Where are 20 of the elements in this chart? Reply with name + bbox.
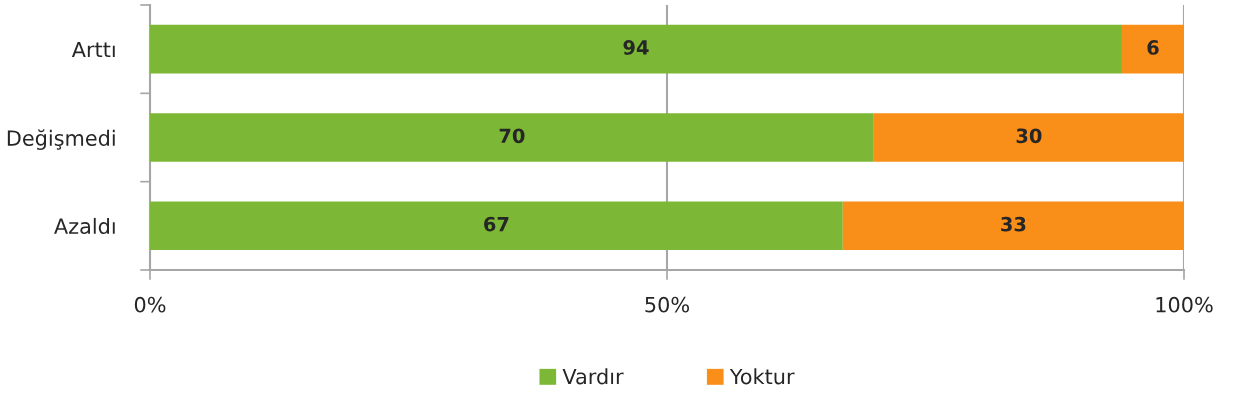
y-tick-label: Azaldı: [54, 217, 115, 235]
data-label: 33: [1001, 216, 1026, 232]
bar: [1121, 24, 1184, 74]
bar: [873, 113, 1184, 162]
x-tick-label: 100%: [1156, 296, 1213, 313]
legend-label: Vardır: [562, 368, 624, 385]
data-label: 30: [1016, 128, 1042, 144]
x-tick-label: 50%: [645, 296, 689, 313]
data-label: 94: [623, 40, 649, 55]
y-tick-label: Değişmedi: [7, 129, 115, 151]
bar: [842, 201, 1184, 251]
data-label: 67: [484, 216, 509, 232]
bar: [150, 113, 874, 162]
bar: [150, 24, 1122, 74]
x-tick-label: 0%: [134, 296, 166, 313]
data-label: 6: [1147, 40, 1159, 55]
y-tick-label: Arttı: [71, 41, 115, 58]
bar: [150, 201, 843, 251]
data-label: 70: [499, 128, 525, 144]
legend-label: Yoktur: [729, 368, 795, 385]
